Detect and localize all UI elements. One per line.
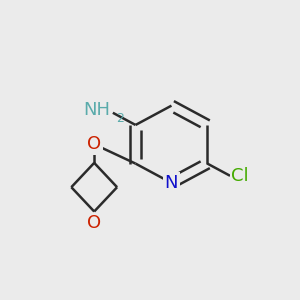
Text: Cl: Cl <box>232 167 249 185</box>
Text: 2: 2 <box>116 112 124 125</box>
Text: O: O <box>87 214 101 232</box>
Text: NH: NH <box>83 101 110 119</box>
Text: O: O <box>87 135 101 153</box>
Text: N: N <box>165 174 178 192</box>
